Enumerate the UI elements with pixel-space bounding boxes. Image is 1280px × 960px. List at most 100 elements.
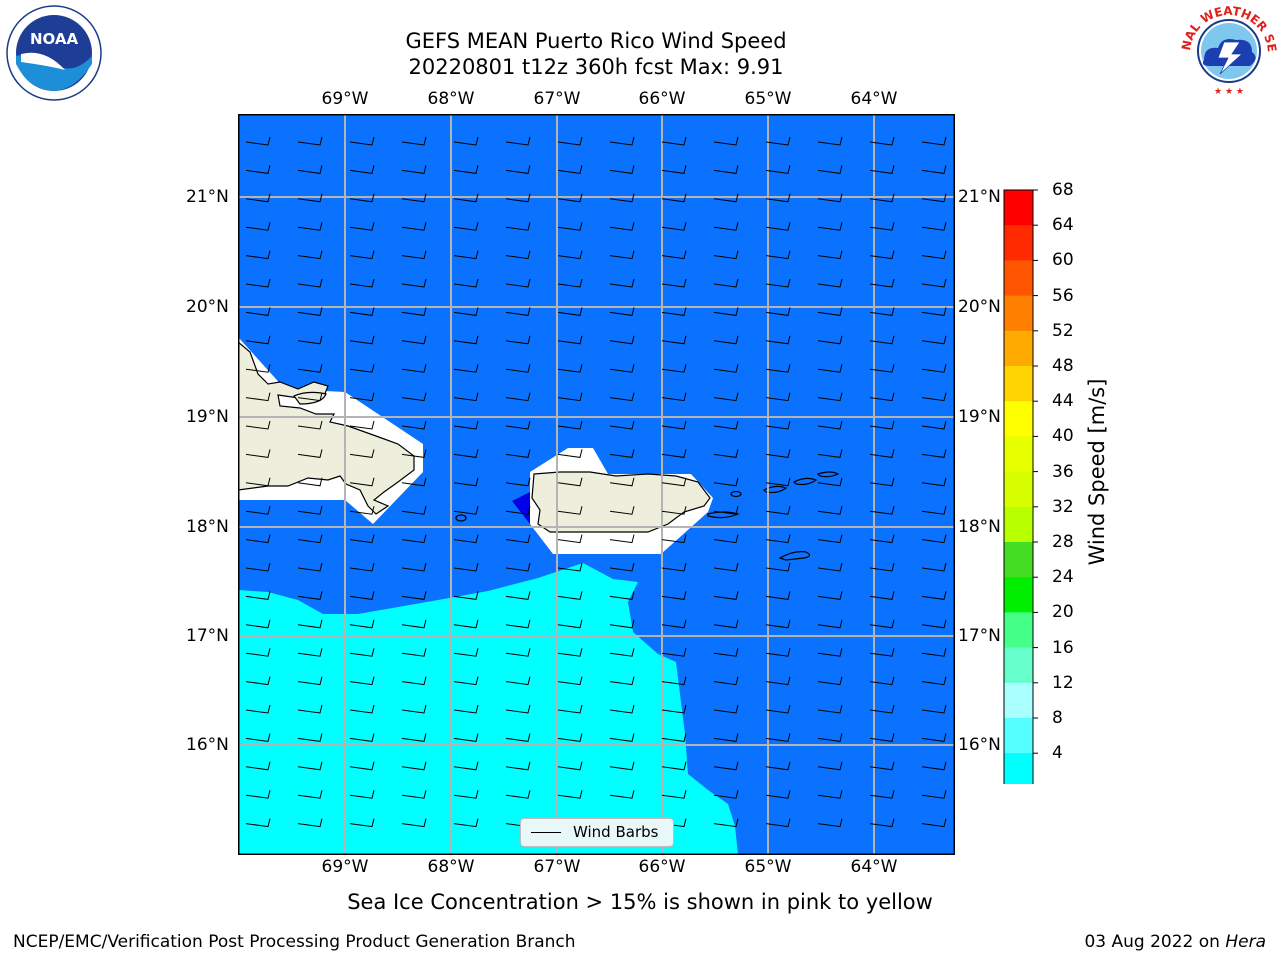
wind-barb: [713, 222, 739, 231]
colorbar-tick-label: 48: [1052, 356, 1074, 376]
wind-barb: [765, 335, 791, 345]
wind-barb: [297, 165, 323, 174]
wind-barb: [817, 392, 843, 402]
wind-barb: [713, 335, 739, 345]
wind-barb: [713, 420, 739, 430]
lon-label-top: 67°W: [533, 89, 581, 109]
wind-barb: [817, 420, 843, 430]
wind-barb: [453, 733, 479, 742]
wind-barb: [921, 477, 947, 487]
wind-barb: [609, 761, 635, 771]
wind-barb: [765, 591, 791, 600]
wind-barb: [817, 193, 843, 203]
wind-barb: [349, 449, 375, 458]
wind-barb: [401, 534, 427, 544]
wind-barb: [505, 676, 531, 686]
wind-barb: [713, 733, 739, 742]
lat-label-left: 20°N: [186, 297, 229, 317]
wind-barb: [609, 335, 635, 345]
national-weather-service-logo: NATIONAL WEATHER SERVICE ★ ★ ★: [1180, 2, 1278, 98]
wind-barb: [817, 250, 843, 260]
colorbar-tick-label: 8: [1052, 708, 1063, 728]
wind-barb: [557, 477, 583, 487]
wind-barb: [765, 449, 791, 458]
colorbar-tick-label: 56: [1052, 285, 1074, 306]
wind-barb: [713, 165, 739, 174]
wind-barb: [297, 250, 323, 260]
wind-barb: [869, 761, 895, 771]
wind-barb: [921, 193, 947, 203]
lon-label-bottom: 69°W: [321, 857, 369, 877]
wind-barb: [869, 562, 895, 572]
wind-barb: [869, 506, 895, 515]
wind-barb: [609, 449, 635, 458]
land-hispaniola: [238, 341, 415, 515]
wind-barb: [349, 193, 375, 203]
wind-barb: [557, 506, 583, 515]
wind-barb: [505, 136, 531, 146]
wind-barb: [817, 733, 843, 742]
wind-barb: [921, 591, 947, 600]
wind-barb: [869, 335, 895, 345]
wind-barb: [921, 364, 947, 373]
wind-barb: [661, 449, 687, 458]
wind-barb: [713, 790, 739, 799]
wind-barb: [245, 250, 271, 260]
wind-barb: [713, 278, 739, 288]
wind-barb: [609, 136, 635, 146]
wind-barb: [765, 648, 791, 657]
wind-barb: [453, 562, 479, 572]
wind-barb: [661, 392, 687, 402]
wind-barb: [297, 790, 323, 799]
wind-barb: [817, 818, 843, 828]
wind-barb: [869, 477, 895, 487]
wind-barb: [505, 364, 531, 373]
colorbar-tick-label: 52: [1052, 320, 1074, 341]
wind-barb: [245, 534, 271, 544]
wind-barb: [765, 790, 791, 799]
wind-barb: [869, 648, 895, 657]
wind-barb: [869, 704, 895, 714]
wind-barb: [453, 364, 479, 373]
wind-barb: [609, 364, 635, 373]
wind-barb: [609, 193, 635, 203]
wind-barb: [349, 364, 375, 373]
wind-barb: [453, 278, 479, 288]
wind-barb: [297, 136, 323, 146]
wind-barb: [765, 307, 791, 316]
wind-barb: [557, 222, 583, 231]
colorbar-label: Wind Speed [m/s]: [1085, 378, 1109, 566]
wind-barb: [609, 790, 635, 799]
wind-barb: [505, 534, 531, 544]
wind-barb: [557, 562, 583, 572]
wind-barb: [765, 364, 791, 373]
wind-barb: [765, 506, 791, 515]
wind-barb: [557, 250, 583, 260]
wind-barb: [713, 648, 739, 657]
wind-barb: [453, 648, 479, 657]
wind-barb: [401, 449, 427, 458]
wind-barb: [349, 648, 375, 657]
wind-barb: [245, 477, 271, 487]
wind-barb: [817, 506, 843, 515]
wind-barb: [661, 307, 687, 316]
wind-barb: [661, 364, 687, 373]
wind-barb: [245, 307, 271, 316]
wind-barb: [401, 761, 427, 771]
noaa-logo-text: NOAA: [30, 30, 79, 48]
wind-barb: [245, 648, 271, 657]
wind-barb: [349, 250, 375, 260]
wind-barb: [869, 591, 895, 600]
wind-barb: [765, 278, 791, 288]
wind-barb: [401, 477, 427, 487]
wind-barb: [765, 761, 791, 771]
wind-barb: [557, 648, 583, 657]
wind-barb: [453, 676, 479, 686]
wind-barb: [401, 648, 427, 657]
wind-barb: [921, 392, 947, 402]
wind-barb: [401, 364, 427, 373]
wind-barb: [557, 591, 583, 600]
wind-barb: [609, 420, 635, 430]
wind-barb: [921, 278, 947, 288]
wind-barb: [297, 534, 323, 544]
